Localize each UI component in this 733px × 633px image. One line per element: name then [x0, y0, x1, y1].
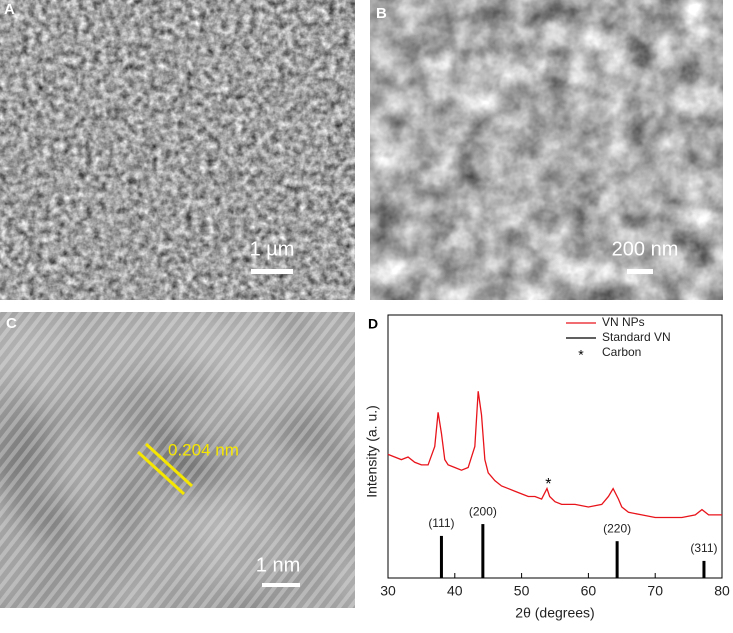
panel-label: B: [376, 5, 387, 22]
reflection-label: (200): [469, 504, 497, 518]
sem-texture: [0, 0, 355, 300]
x-tick-label: 30: [380, 583, 396, 599]
reflection-label: (111): [428, 516, 454, 530]
scale-bar: [251, 269, 293, 274]
x-tick-label: 40: [447, 583, 463, 599]
lattice-fringes: [0, 312, 355, 608]
reference-bar: [702, 560, 706, 578]
scale-bar: [262, 583, 300, 587]
plot-frame: [387, 314, 723, 579]
scale-bar: [627, 269, 653, 274]
reference-bar: [481, 524, 485, 578]
d-spacing-label: 0.204 nm: [168, 440, 239, 459]
scale-bar-label: 1 nm: [256, 554, 300, 576]
fringe-marker: [136, 450, 186, 496]
reflection-label: (220): [603, 521, 631, 535]
scale-bar-label: 200 nm: [612, 238, 679, 260]
reference-bar: [439, 535, 443, 578]
scale-bar-label: 1 µm: [250, 238, 295, 260]
legend-symbol: *: [578, 347, 584, 363]
x-tick-label: 80: [714, 583, 730, 599]
x-tick-label: 50: [514, 583, 530, 599]
legend-label: VN NPs: [602, 315, 645, 329]
data-line: [387, 391, 722, 519]
sem-texture: [370, 0, 723, 300]
x-axis-label: 2θ (degrees): [515, 605, 594, 621]
panel-label: A: [4, 1, 15, 18]
reference-bar: [615, 541, 619, 578]
carbon-marker: *: [545, 476, 551, 493]
xrd-chart: D 30 40 50 60 70 80 2θ (degrees) Intensity (a. u…: [364, 314, 730, 621]
panel-label: C: [6, 315, 17, 332]
legend-label: Standard VN: [602, 330, 671, 344]
panel-label: D: [368, 316, 378, 332]
legend-label: Carbon: [602, 345, 641, 359]
x-tick-label: 60: [581, 583, 597, 599]
x-tick-label: 70: [647, 583, 663, 599]
reflection-label: (311): [690, 541, 717, 555]
y-axis-label: Intensity (a. u.): [364, 405, 380, 498]
fringe-marker: [144, 442, 194, 488]
